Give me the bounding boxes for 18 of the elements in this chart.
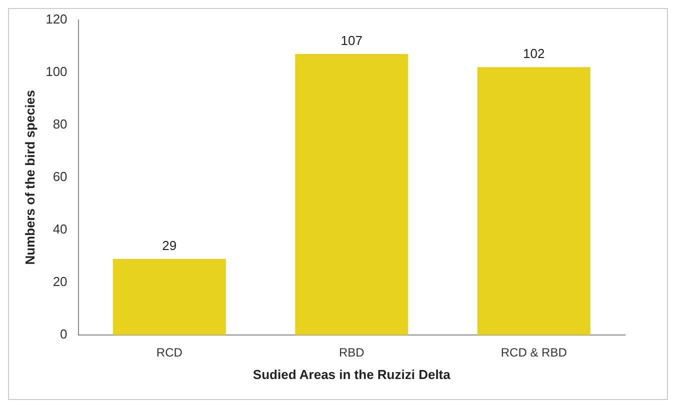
data-label: 102 [523, 46, 545, 62]
y-tick-label: 100 [46, 64, 68, 79]
y-tick-label: 40 [52, 222, 68, 237]
y-tick-label: 60 [52, 168, 68, 184]
data-label: 107 [340, 33, 362, 48]
y-axis-title: Numbers of the bird species [22, 90, 38, 265]
y-tick-label: 120 [46, 11, 68, 26]
data-label: 29 [162, 238, 177, 253]
bar [477, 67, 590, 335]
y-tick-label: 80 [52, 116, 68, 132]
x-tick-label: RBD [338, 346, 365, 360]
y-tick-label: 0 [60, 326, 68, 342]
bar [112, 258, 226, 335]
x-tick-label: RCD & RBD [500, 346, 568, 360]
x-tick-label: RCD [156, 346, 183, 360]
y-tick-label: 20 [52, 274, 68, 290]
x-axis-title: Sudied Areas in the Ruzizi Delta [252, 366, 452, 382]
bar [295, 54, 408, 335]
